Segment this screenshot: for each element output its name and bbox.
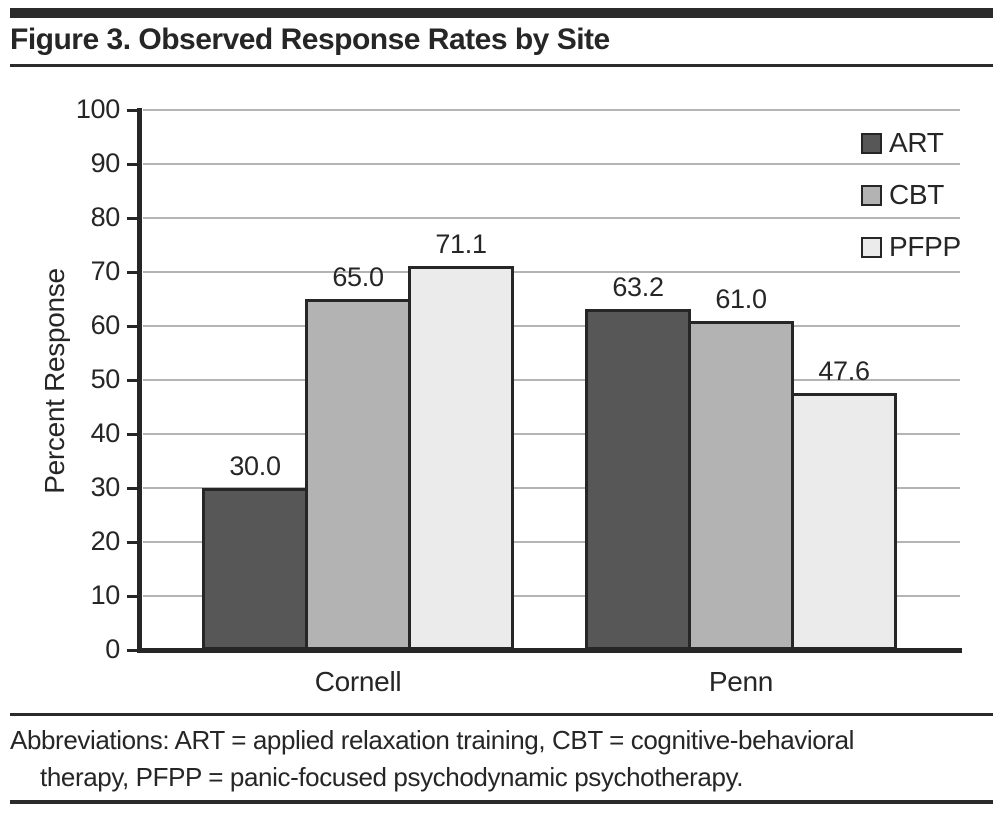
title-bottom-rule <box>10 64 993 67</box>
y-tick-30 <box>127 487 138 490</box>
gridline-60 <box>143 325 960 327</box>
footnote-bottom-rule <box>10 800 993 804</box>
y-tick-label-30: 30 <box>90 472 121 502</box>
bar-art-cornell <box>202 488 308 650</box>
gridline-20 <box>143 541 960 543</box>
gridline-90 <box>143 163 960 165</box>
y-tick-label-50: 50 <box>90 364 121 394</box>
footnote-line-2: therapy, PFPP = panic-focused psychodyna… <box>40 762 744 792</box>
y-tick-50 <box>127 379 138 382</box>
gridline-80 <box>143 217 960 219</box>
gridline-100 <box>143 109 960 111</box>
bar-value-label-art-cornell: 30.0 <box>229 451 281 481</box>
y-tick-label-40: 40 <box>90 418 121 448</box>
legend-swatch-art <box>861 132 882 154</box>
bar-art-penn <box>585 309 691 650</box>
bar-value-label-art-penn: 63.2 <box>612 272 664 302</box>
bar-pfpp-cornell <box>408 266 514 650</box>
y-tick-label-0: 0 <box>105 634 120 664</box>
bar-value-label-cbt-cornell: 65.0 <box>332 262 384 292</box>
legend-item-cbt: CBT <box>861 180 944 210</box>
category-label-cornell: Cornell <box>314 666 402 697</box>
gridline-40 <box>143 433 960 435</box>
y-axis-title: Percent Response <box>39 268 70 494</box>
y-axis-line <box>137 108 142 653</box>
footnote-top-rule <box>10 713 993 716</box>
gridline-10 <box>143 595 960 597</box>
legend-item-art: ART <box>861 128 944 158</box>
y-tick-0 <box>127 649 138 652</box>
y-tick-40 <box>127 433 138 436</box>
gridline-70 <box>143 271 960 273</box>
bar-value-label-pfpp-penn: 47.6 <box>818 356 870 386</box>
legend-item-pfpp: PFPP <box>861 232 961 262</box>
y-tick-100 <box>127 109 138 112</box>
y-tick-10 <box>127 595 138 598</box>
y-tick-90 <box>127 163 138 166</box>
y-tick-80 <box>127 217 138 220</box>
legend-label-pfpp: PFPP <box>889 231 961 262</box>
y-tick-60 <box>127 325 138 328</box>
y-tick-label-100: 100 <box>75 94 120 124</box>
gridline-30 <box>143 487 960 489</box>
y-tick-label-20: 20 <box>90 526 121 556</box>
title-top-rule <box>10 8 993 18</box>
y-tick-label-80: 80 <box>90 202 121 232</box>
gridline-50 <box>143 379 960 381</box>
footnote: Abbreviations: ART = applied relaxation … <box>10 722 995 796</box>
y-tick-label-70: 70 <box>90 256 121 286</box>
legend-label-art: ART <box>889 127 944 158</box>
legend-swatch-pfpp <box>861 236 882 258</box>
y-tick-20 <box>127 541 138 544</box>
category-label-penn: Penn <box>708 666 774 697</box>
bar-cbt-cornell <box>305 299 411 650</box>
bar-value-label-cbt-penn: 61.0 <box>715 284 767 314</box>
footnote-line-1: Abbreviations: ART = applied relaxation … <box>10 725 855 755</box>
y-tick-label-60: 60 <box>90 310 121 340</box>
x-axis-line <box>137 648 962 653</box>
bar-value-label-pfpp-cornell: 71.1 <box>435 229 487 259</box>
bar-pfpp-penn <box>791 393 897 650</box>
y-tick-label-10: 10 <box>90 580 121 610</box>
legend-label-cbt: CBT <box>889 179 945 210</box>
y-tick-label-90: 90 <box>90 148 121 178</box>
figure-title: Figure 3. Observed Response Rates by Sit… <box>10 23 610 56</box>
y-tick-70 <box>127 271 138 274</box>
legend-swatch-cbt <box>861 184 882 206</box>
bar-cbt-penn <box>688 321 794 650</box>
